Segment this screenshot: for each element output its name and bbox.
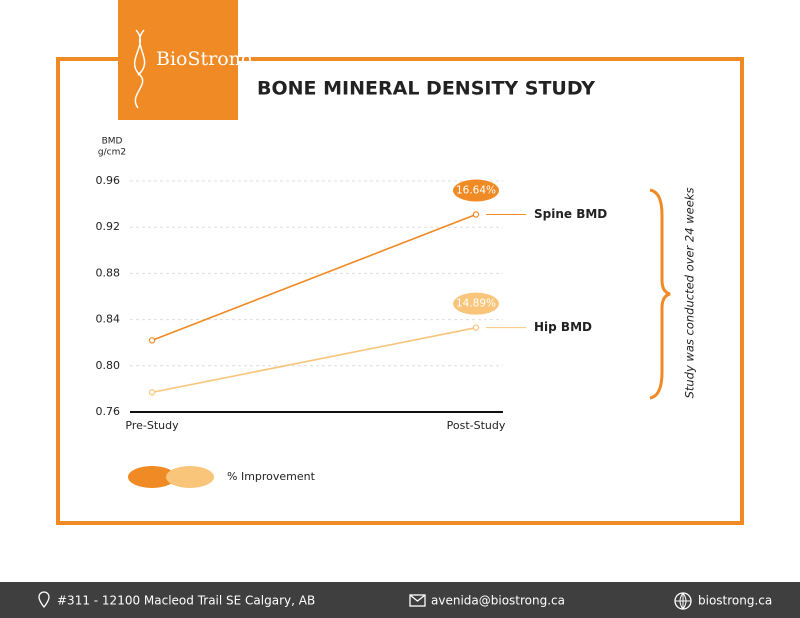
annotation-bubble — [453, 179, 499, 202]
annotation-bubble — [453, 292, 499, 315]
y-tick-label: 0.92 — [96, 220, 121, 233]
point — [472, 211, 480, 218]
footer — [0, 582, 800, 618]
logo-box — [118, 0, 238, 120]
x-tick-label: Post-Study — [447, 419, 506, 432]
footer-email: avenida@biostrong.ca — [431, 594, 565, 608]
email-icon-flap — [409, 594, 426, 602]
side-note: Study was conducted over 24 weeks — [683, 188, 697, 399]
location-icon — [38, 591, 50, 609]
email-icon — [409, 594, 426, 607]
y-tick-label: 0.96 — [96, 174, 121, 187]
series-label: Spine BMD — [534, 207, 607, 221]
point — [472, 324, 480, 331]
annotation: 16.64% — [456, 184, 496, 196]
y-tick-label: 0.84 — [96, 313, 121, 326]
footer-website: biostrong.ca — [698, 594, 772, 608]
legend-swatch — [128, 466, 176, 488]
series-line — [151, 326, 477, 394]
y-label: BMD — [102, 137, 123, 147]
series-label: Hip BMD — [534, 320, 592, 334]
logo-helix — [133, 29, 146, 109]
series-line — [151, 213, 477, 342]
x-tick-label: Pre-Study — [125, 419, 179, 432]
chart-title: BONE MINERAL DENSITY STUDY — [257, 78, 595, 100]
y-label: g/cm2 — [98, 148, 126, 158]
legend-label: % Improvement — [227, 470, 316, 483]
point — [148, 389, 156, 396]
y-tick-label: 0.88 — [96, 266, 121, 279]
brace — [649, 188, 671, 400]
annotation: 14.89% — [456, 298, 496, 310]
footer-address: #311 - 12100 Macleod Trail SE Calgary, A… — [57, 594, 315, 608]
frame — [56, 57, 744, 525]
legend-swatch — [166, 466, 214, 488]
globe-lines — [675, 592, 691, 610]
point — [148, 337, 156, 344]
logo-text: BioStrong — [156, 48, 253, 70]
y-tick-label: 0.80 — [96, 359, 121, 372]
y-tick-label: 0.76 — [96, 405, 121, 418]
